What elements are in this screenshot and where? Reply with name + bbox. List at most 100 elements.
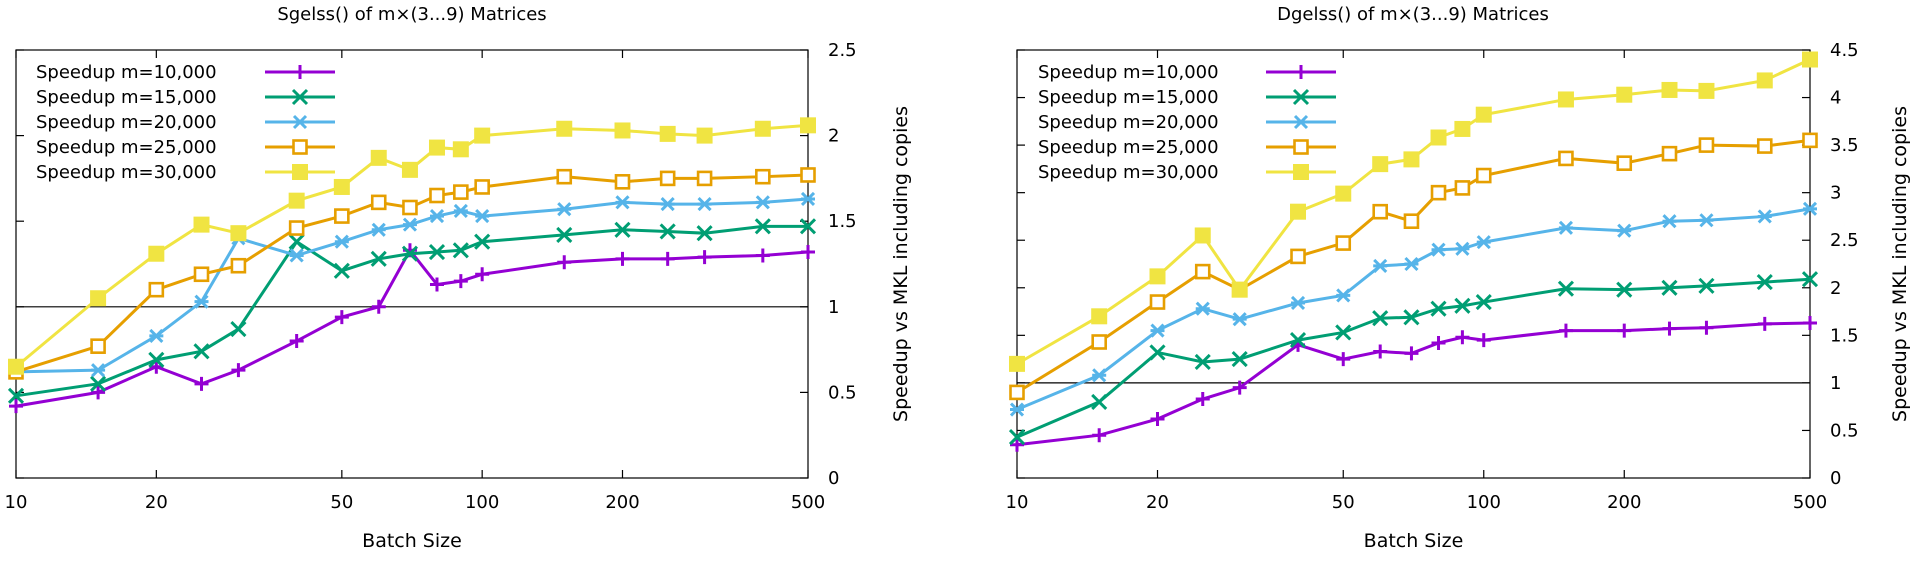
data-point [696, 127, 713, 144]
series-5 [1009, 51, 1818, 372]
data-point [90, 338, 106, 354]
x-tick-label: 200 [605, 492, 639, 513]
data-point [288, 233, 305, 250]
data-point [401, 245, 419, 262]
data-point [429, 187, 445, 204]
data-point [1454, 297, 1471, 314]
data-point [148, 245, 165, 262]
data-point [1403, 309, 1420, 326]
data-point [1454, 180, 1471, 196]
series-line [1016, 207, 1811, 411]
data-point [1475, 293, 1492, 311]
data-point [1403, 213, 1420, 229]
legend-marker [291, 88, 309, 106]
data-point [453, 203, 468, 218]
y-tick-label: 1.5 [828, 211, 857, 232]
data-point [1455, 241, 1470, 256]
data-point [230, 225, 247, 242]
data-point [90, 375, 107, 392]
data-point [1756, 72, 1773, 89]
data-point [1616, 281, 1633, 298]
y-tick-label: 0 [1830, 468, 1841, 489]
data-point [1404, 256, 1419, 272]
data-point [1662, 214, 1677, 229]
y-tick-label: 3 [1830, 183, 1841, 204]
data-point [1149, 268, 1166, 285]
data-point [1616, 86, 1633, 103]
legend-marker [1293, 139, 1309, 155]
y-tick-label: 0.5 [828, 382, 857, 403]
x-tick-label: 50 [330, 492, 353, 513]
data-point [615, 251, 630, 266]
data-point [1431, 335, 1446, 350]
data-point [91, 363, 106, 378]
legend-marker [292, 139, 308, 155]
x-tick-label: 50 [1332, 492, 1355, 513]
data-point [1699, 320, 1714, 335]
series-1 [9, 243, 815, 414]
data-point [230, 320, 247, 338]
series-line [1016, 277, 1811, 439]
data-point [194, 376, 209, 391]
legend-marker [293, 65, 307, 79]
data-point [1756, 138, 1773, 154]
data-point [1010, 437, 1024, 452]
data-point [557, 202, 572, 217]
data-point [659, 125, 676, 142]
series-3 [8, 191, 816, 379]
data-point [1149, 344, 1166, 361]
data-point [333, 262, 350, 279]
data-point [1091, 334, 1107, 350]
data-point [659, 223, 676, 240]
data-point [1802, 201, 1818, 216]
data-point [1092, 428, 1107, 443]
plot-frame [15, 49, 809, 479]
data-point [1335, 324, 1352, 341]
x-tick-label: 20 [145, 492, 168, 513]
y-tick-label: 1.5 [1830, 325, 1859, 346]
data-point [1661, 145, 1678, 162]
series-4 [1009, 132, 1818, 401]
data-point [1194, 353, 1211, 371]
y-tick-label: 1 [828, 297, 839, 318]
data-point [475, 209, 490, 224]
data-point [659, 170, 676, 187]
data-point [453, 274, 468, 289]
data-point [556, 168, 573, 185]
data-point [1150, 412, 1165, 427]
data-point [1698, 137, 1715, 153]
data-point [1557, 280, 1575, 297]
data-point [231, 363, 246, 378]
data-point [9, 399, 23, 414]
series-2 [1008, 271, 1819, 446]
data-point [452, 141, 469, 158]
chart-title: Dgelss() of m×(3...9) Matrices [1277, 4, 1549, 25]
data-point [91, 385, 106, 400]
y-tick-label: 2 [1830, 278, 1841, 299]
data-point [755, 168, 771, 185]
data-point [615, 195, 630, 210]
data-point [288, 192, 305, 209]
data-point [1335, 235, 1352, 251]
data-point [1475, 167, 1492, 184]
data-point [428, 243, 446, 261]
data-point [1661, 81, 1678, 98]
series-line [15, 247, 809, 408]
legend-marker [1294, 65, 1308, 79]
data-point [1757, 209, 1772, 224]
data-point [800, 117, 816, 134]
data-point [754, 218, 771, 235]
data-point [696, 170, 713, 187]
data-point [1149, 294, 1166, 310]
data-point [614, 122, 631, 139]
chart-title: Sgelss() of m×(3...9) Matrices [277, 4, 546, 25]
data-point [1091, 308, 1108, 325]
data-point [1195, 392, 1210, 407]
legend-marker [292, 114, 308, 130]
data-point [1373, 344, 1388, 359]
series-1 [1010, 315, 1817, 452]
legend: Speedup m=10,000 Speedup m=15,000 Speedup … [1038, 62, 1336, 183]
data-point [1290, 248, 1306, 265]
